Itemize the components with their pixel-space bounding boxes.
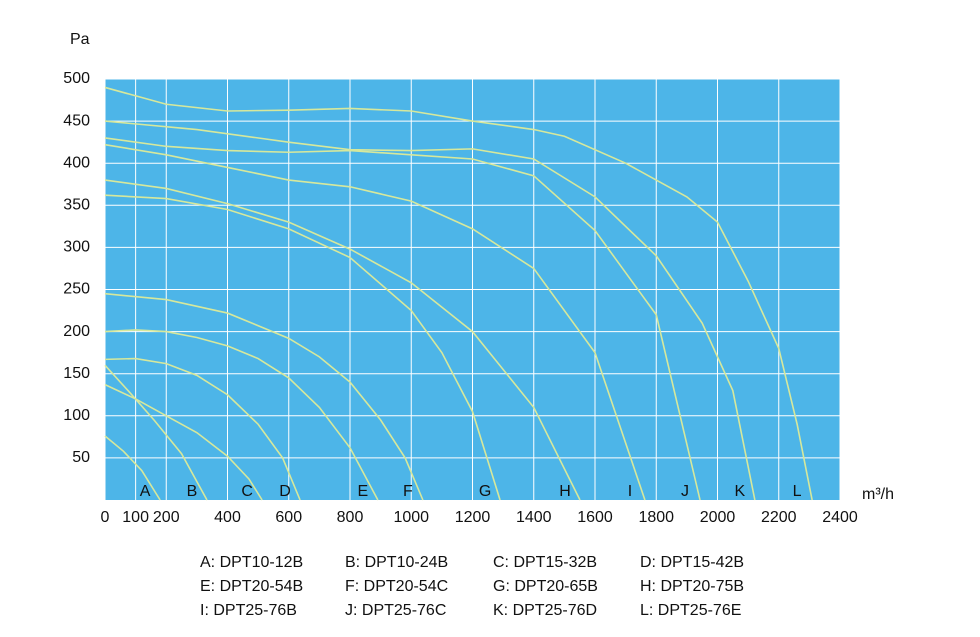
legend-entry: G: DPT20-65B	[493, 578, 598, 595]
curve-tag: H	[559, 483, 571, 500]
curve-tag: F	[403, 483, 413, 500]
x-tick-label: 1000	[393, 509, 429, 526]
curve-tag: K	[735, 483, 746, 500]
x-tick-label: 1600	[577, 509, 613, 526]
fan-curve	[104, 137, 701, 501]
y-axis-label: Pa	[70, 31, 90, 48]
fan-curve	[104, 194, 501, 501]
y-tick-label: 400	[63, 154, 90, 171]
x-tick-label: 200	[153, 509, 180, 526]
x-axis-label: m³/h	[862, 486, 894, 503]
y-tick-label: 150	[63, 365, 90, 382]
curve-tag: J	[681, 483, 689, 500]
legend-entry: L: DPT25-76E	[640, 602, 741, 619]
legend-entry: D: DPT15-42B	[640, 554, 744, 571]
x-tick-label: 800	[337, 509, 364, 526]
legend-entry: B: DPT10-24B	[345, 554, 448, 571]
fan-curve	[104, 364, 208, 501]
y-tick-label: 300	[63, 239, 90, 256]
fan-curve	[104, 383, 263, 501]
fan-curve	[104, 86, 813, 501]
curve-tag: A	[140, 483, 151, 500]
x-tick-label: 0	[101, 509, 110, 526]
x-tick-label: 2400	[822, 509, 858, 526]
x-tick-label: 2000	[700, 509, 736, 526]
y-tick-label: 50	[72, 449, 90, 466]
curve-tag: G	[479, 483, 491, 500]
x-tick-label: 600	[275, 509, 302, 526]
y-tick-label: 250	[63, 281, 90, 298]
fan-curve	[104, 329, 379, 501]
curve-tag: D	[279, 483, 291, 500]
y-tick-label: 500	[63, 70, 90, 87]
legend-entry: C: DPT15-32B	[493, 554, 597, 571]
fan-curve	[104, 292, 424, 501]
x-tick-label: 1800	[638, 509, 674, 526]
curve-tag: C	[241, 483, 253, 500]
curve-tag: L	[793, 483, 802, 500]
legend-entry: H: DPT20-75B	[640, 578, 744, 595]
legend-entry: A: DPT10-12B	[200, 554, 303, 571]
fan-curve	[104, 179, 581, 501]
legend-entry: E: DPT20-54B	[200, 578, 303, 595]
y-tick-label: 200	[63, 323, 90, 340]
legend-entry: K: DPT25-76D	[493, 602, 597, 619]
legend-entry: J: DPT25-76C	[345, 602, 446, 619]
x-tick-label: 1400	[516, 509, 552, 526]
fan-curve	[104, 435, 161, 501]
y-tick-label: 450	[63, 112, 90, 129]
y-tick-label: 100	[63, 407, 90, 424]
y-tick-label: 350	[63, 197, 90, 214]
legend-entry: F: DPT20-54C	[345, 578, 448, 595]
x-tick-label: 1200	[455, 509, 491, 526]
curve-tag: I	[628, 483, 632, 500]
legend-entry: I: DPT25-76B	[200, 602, 297, 619]
fan-curve	[104, 143, 646, 501]
x-tick-label: 2200	[761, 509, 797, 526]
curve-tag: E	[358, 483, 369, 500]
curve-tag: B	[187, 483, 198, 500]
x-tick-label: 400	[214, 509, 241, 526]
x-tick-label: 100	[122, 509, 149, 526]
fan-curve	[104, 357, 301, 501]
fan-curve	[104, 120, 756, 501]
